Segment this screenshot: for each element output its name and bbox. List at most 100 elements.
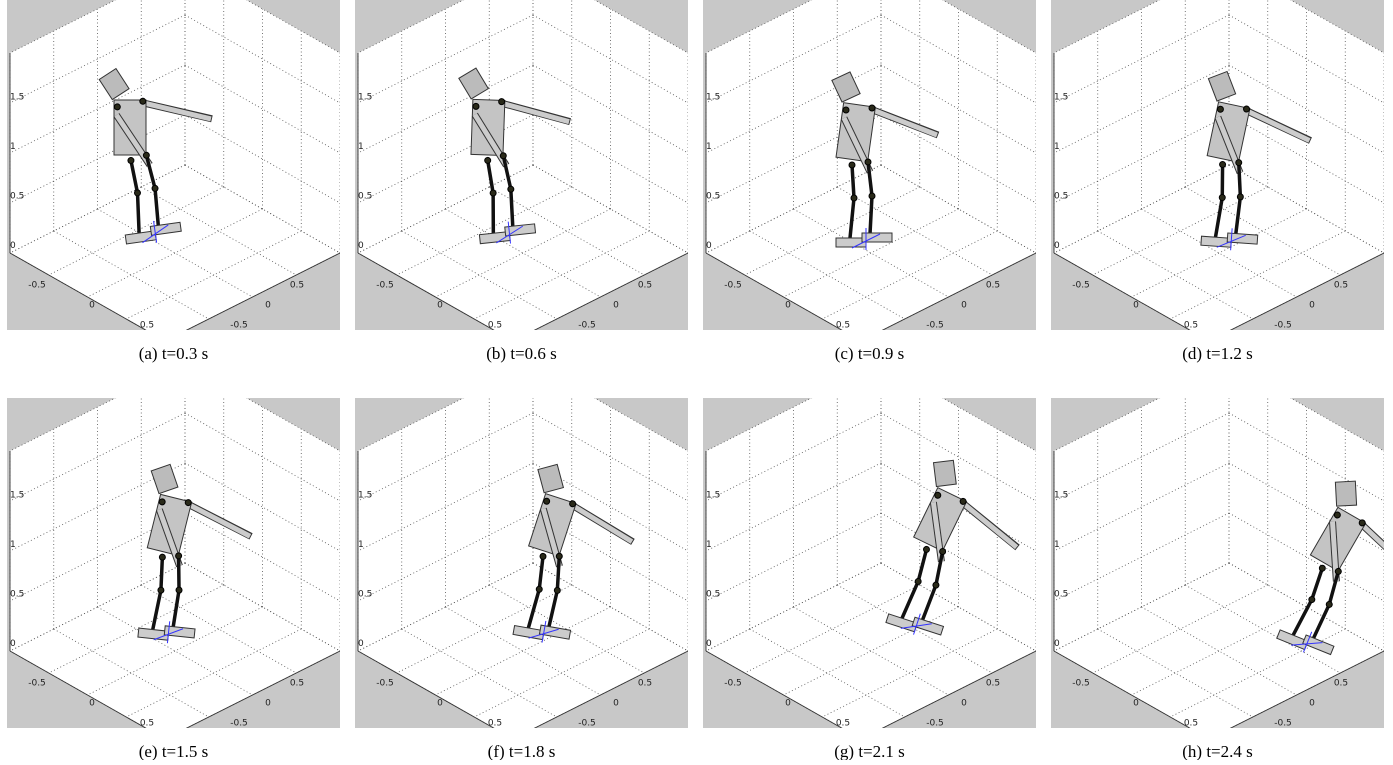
robot-joint	[1325, 600, 1333, 608]
z-tick-label: 0.5	[358, 590, 372, 600]
caption: (f) t=1.8 s	[488, 742, 556, 760]
robot-arm	[961, 501, 1019, 550]
z-tick-label: 0	[1054, 241, 1060, 251]
z-tick-label: 0	[706, 639, 712, 649]
z-tick-label: 1	[358, 540, 364, 550]
axes	[1051, 0, 1384, 330]
z-tick-label: 0	[706, 241, 712, 251]
z-tick-label: 1	[706, 540, 712, 550]
robot-arm	[571, 503, 634, 544]
z-tick-label: 0	[358, 241, 364, 251]
robot-arm	[502, 101, 570, 125]
x-tick-label: 0.5	[140, 719, 154, 729]
x-tick-label: -0.5	[376, 679, 394, 689]
axes	[355, 398, 688, 728]
y-tick-label: 0.5	[1334, 281, 1348, 291]
robot-joint	[175, 552, 183, 560]
frame-axis	[1230, 228, 1233, 251]
robot-head	[458, 67, 490, 100]
caption: (d) t=1.2 s	[1182, 344, 1253, 363]
subfigure: 1.5 1 0.5 0 -0.5 0 0.5 0.5 0 -0.5 (g) t=2.1 s	[703, 398, 1036, 761]
caption: (b) t=0.6 s	[486, 344, 557, 363]
frame-axis	[496, 225, 524, 244]
axis-line	[533, 650, 688, 728]
frame-axis	[142, 224, 169, 244]
y-tick-label: -0.5	[926, 719, 944, 729]
z-tick-label: 1.5	[10, 491, 24, 501]
robot-joint	[184, 499, 192, 507]
robot-head	[1207, 70, 1237, 102]
z-tick-label: 1	[358, 142, 364, 152]
x-tick-label: -0.5	[1072, 281, 1090, 291]
y-tick-label: -0.5	[926, 321, 944, 331]
robot-joint	[1318, 564, 1326, 572]
axis-line	[1053, 650, 1191, 728]
z-tick-label: 0.5	[358, 192, 372, 202]
robot-joint	[959, 497, 967, 505]
robot-joint	[472, 102, 480, 110]
z-tick-label: 0	[1054, 639, 1060, 649]
y-tick-label: 0	[265, 301, 271, 311]
x-tick-label: 0.5	[140, 321, 154, 331]
x-tick-label: 0	[785, 301, 791, 311]
x-tick-label: -0.5	[724, 281, 742, 291]
axes	[7, 398, 340, 728]
frame-axis	[528, 628, 559, 639]
z-tick-label: 0.5	[10, 192, 24, 202]
y-tick-label: -0.5	[230, 321, 248, 331]
plot-box	[10, 0, 340, 330]
y-tick-label: 0.5	[1334, 679, 1348, 689]
y-tick-label: 0	[265, 699, 271, 709]
robot-joint	[914, 577, 922, 585]
y-tick-label: -0.5	[578, 719, 596, 729]
y-tick-label: 0	[1309, 301, 1315, 311]
robot-torso	[913, 486, 968, 552]
z-tick-label: 1	[10, 142, 16, 152]
robot-head	[150, 463, 179, 495]
robot-arm	[1360, 523, 1384, 575]
x-tick-label: 0	[785, 699, 791, 709]
axis-line	[9, 650, 147, 728]
robot-joint	[1358, 519, 1366, 527]
x-tick-label: 0	[437, 301, 443, 311]
subfigure: 1.5 1 0.5 0 -0.5 0 0.5 0.5 0 -0.5 (f) t=1.8 s	[355, 398, 688, 761]
x-tick-label: 0	[1133, 699, 1139, 709]
z-tick-label: 0	[10, 639, 16, 649]
axis-line	[881, 650, 1036, 728]
robot-joint	[142, 151, 150, 159]
robot-joint	[158, 553, 166, 561]
robot-joint	[864, 158, 872, 166]
y-tick-label: 0.5	[290, 281, 304, 291]
x-tick-label: 0.5	[488, 719, 502, 729]
plot-box	[358, 398, 688, 728]
robot	[1200, 70, 1312, 251]
axis-line	[705, 650, 843, 728]
frame-axis	[1216, 234, 1246, 248]
z-tick-label: 0	[358, 639, 364, 649]
caption: (e) t=1.5 s	[139, 742, 209, 760]
robot	[1276, 480, 1384, 656]
z-tick-label: 0.5	[706, 590, 720, 600]
x-tick-label: 0.5	[1184, 719, 1198, 729]
robot-joint	[1333, 511, 1341, 519]
x-tick-label: 0.5	[836, 321, 850, 331]
y-tick-label: 0	[961, 301, 967, 311]
robot-joint	[850, 194, 858, 202]
axis-line	[9, 252, 147, 330]
plot-box	[358, 0, 688, 330]
robot-joint	[175, 586, 183, 594]
robot-joint	[939, 548, 947, 556]
robot-joint	[489, 189, 497, 197]
y-tick-label: 0.5	[638, 679, 652, 689]
x-tick-label: 0	[89, 301, 95, 311]
axis-line	[1229, 252, 1384, 330]
robot	[885, 459, 1020, 636]
x-tick-label: -0.5	[28, 281, 46, 291]
axis-line	[357, 252, 495, 330]
y-tick-label: 0	[613, 699, 619, 709]
robot-arm	[143, 100, 212, 122]
z-tick-label: 1.5	[706, 491, 720, 501]
y-tick-label: 0	[613, 301, 619, 311]
